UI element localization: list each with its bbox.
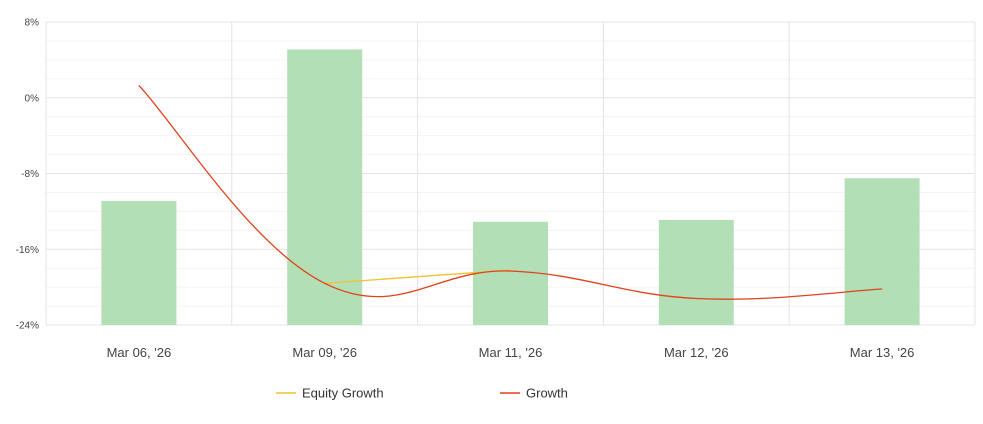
bar: [658, 219, 734, 325]
y-tick-label: -24%: [16, 321, 39, 332]
y-tick-label: 8%: [25, 18, 40, 29]
x-tick-label: Mar 11, '26: [479, 345, 543, 360]
x-tick-label: Mar 06, '26: [107, 345, 172, 360]
x-tick-label: Mar 09, '26: [292, 345, 357, 360]
y-axis-tick-labels: 8% 0% -8% -16% -24%: [16, 18, 39, 332]
bar: [287, 49, 363, 325]
y-tick-label: -8%: [21, 169, 39, 180]
line-series: [138, 84, 883, 300]
growth-line: [138, 84, 883, 300]
y-tick-label: 0%: [25, 93, 40, 104]
legend: Equity Growth Growth: [276, 386, 568, 401]
y-tick-label: -16%: [16, 245, 39, 256]
minor-gridlines: [46, 40, 975, 307]
bar-series: [101, 49, 920, 325]
legend-label-equity-growth: Equity Growth: [302, 386, 384, 401]
bar: [101, 200, 177, 325]
bar: [844, 178, 920, 325]
legend-label-growth: Growth: [526, 386, 568, 401]
x-tick-label: Mar 12, '26: [664, 345, 729, 360]
x-tick-label: Mar 13, '26: [850, 345, 915, 360]
x-axis-tick-labels: Mar 06, '26 Mar 09, '26 Mar 11, '26 Mar 12,…: [107, 345, 915, 360]
